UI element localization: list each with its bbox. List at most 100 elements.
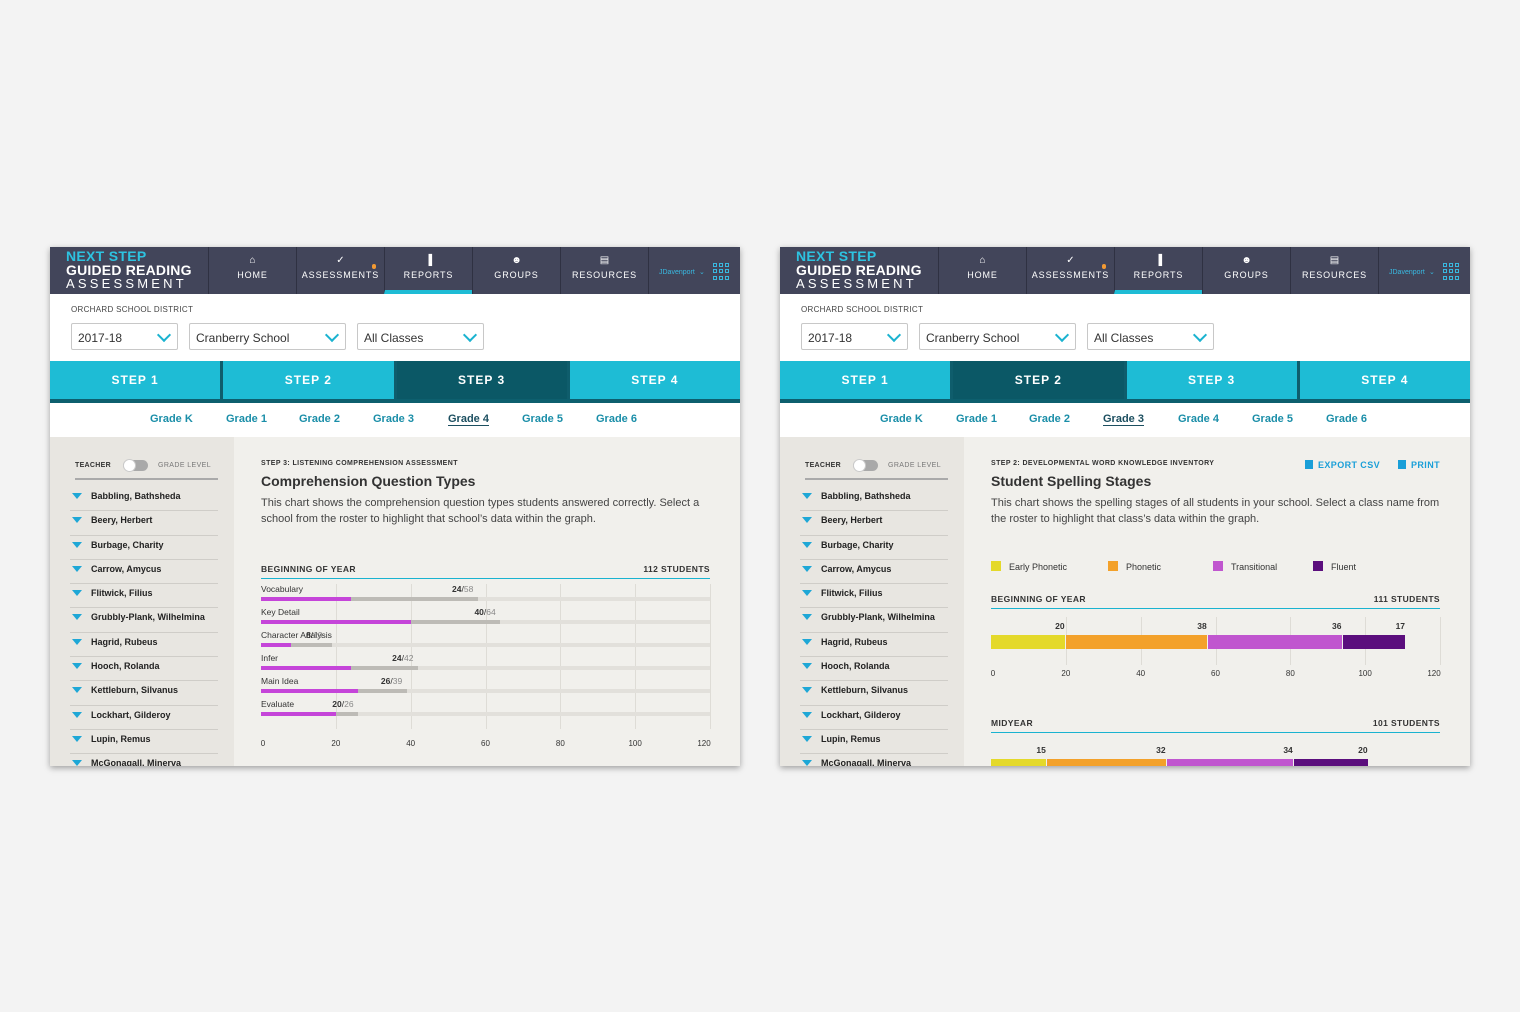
roster-item[interactable]: McGonagall, Minerva bbox=[70, 754, 218, 766]
caret-down-icon[interactable] bbox=[72, 638, 82, 645]
stacked-bar[interactable] bbox=[991, 759, 1440, 766]
caret-down-icon[interactable] bbox=[72, 735, 82, 742]
tab-step-1[interactable]: STEP 1 bbox=[50, 361, 221, 399]
nav-item-assessments[interactable]: ✓ ASSESSMENTS bbox=[1026, 247, 1114, 294]
caret-down-icon[interactable] bbox=[802, 735, 812, 742]
roster-item[interactable]: Hagrid, Rubeus bbox=[70, 633, 218, 658]
caret-down-icon[interactable] bbox=[72, 614, 82, 621]
class-select[interactable]: All Classes bbox=[1087, 323, 1214, 350]
tab-grade-6[interactable]: Grade 6 bbox=[1326, 413, 1367, 425]
tab-grade-3[interactable]: Grade 3 bbox=[373, 413, 414, 425]
class-select[interactable]: All Classes bbox=[357, 323, 484, 350]
roster-item[interactable]: Kettleburn, Silvanus bbox=[70, 681, 218, 706]
question-type-row[interactable]: Key Detail 40/64 bbox=[261, 607, 710, 630]
app-grid-icon[interactable] bbox=[1443, 263, 1459, 280]
nav-item-home[interactable]: ⌂ HOME bbox=[938, 247, 1026, 294]
nav-item-reports[interactable]: ▐ REPORTS bbox=[384, 247, 472, 294]
nav-item-home[interactable]: ⌂ HOME bbox=[208, 247, 296, 294]
caret-down-icon[interactable] bbox=[802, 760, 812, 766]
caret-down-icon[interactable] bbox=[72, 517, 82, 524]
tab-grade-2[interactable]: Grade 2 bbox=[299, 413, 340, 425]
user-menu[interactable]: JDavenport ⌄ bbox=[648, 247, 740, 294]
roster-item[interactable]: Burbage, Charity bbox=[70, 536, 218, 560]
caret-down-icon[interactable] bbox=[72, 493, 82, 499]
roster-item[interactable]: Beery, Herbert bbox=[800, 511, 948, 536]
view-toggle-switch[interactable] bbox=[853, 459, 878, 472]
stage-segment-transitional[interactable] bbox=[1166, 759, 1294, 766]
tab-grade-3[interactable]: Grade 3 bbox=[1103, 413, 1144, 426]
tab-grade-5[interactable]: Grade 5 bbox=[1252, 413, 1293, 425]
question-type-row[interactable]: Evaluate 20/26 bbox=[261, 699, 710, 722]
nav-item-groups[interactable]: ☻ GROUPS bbox=[472, 247, 560, 294]
caret-down-icon[interactable] bbox=[802, 493, 812, 499]
roster-item[interactable]: Babbling, Bathsheda bbox=[800, 487, 948, 512]
caret-down-icon[interactable] bbox=[72, 565, 82, 572]
stage-segment-fluent[interactable] bbox=[1294, 759, 1368, 766]
roster-item[interactable]: Babbling, Bathsheda bbox=[70, 487, 218, 512]
roster-item[interactable]: Flitwick, Filius bbox=[70, 584, 218, 609]
year-select[interactable]: 2017-18 bbox=[801, 323, 908, 350]
roster-item[interactable]: McGonagall, Minerva bbox=[800, 754, 948, 766]
roster-item[interactable]: Lockhart, Gilderoy bbox=[800, 706, 948, 730]
caret-down-icon[interactable] bbox=[802, 687, 812, 694]
nav-item-resources[interactable]: ▤ RESOURCES bbox=[1290, 247, 1378, 294]
roster-item[interactable]: Lockhart, Gilderoy bbox=[70, 706, 218, 730]
tab-step-2[interactable]: STEP 2 bbox=[223, 361, 394, 399]
tab-grade-1[interactable]: Grade 1 bbox=[226, 413, 267, 425]
nav-item-resources[interactable]: ▤ RESOURCES bbox=[560, 247, 648, 294]
roster-item[interactable]: Kettleburn, Silvanus bbox=[800, 681, 948, 706]
caret-down-icon[interactable] bbox=[72, 541, 82, 548]
tab-step-4[interactable]: STEP 4 bbox=[1299, 361, 1470, 399]
tab-grade-4[interactable]: Grade 4 bbox=[1178, 413, 1219, 425]
roster-item[interactable]: Hagrid, Rubeus bbox=[800, 633, 948, 658]
stage-segment-early-phonetic[interactable] bbox=[991, 759, 1047, 766]
caret-down-icon[interactable] bbox=[802, 614, 812, 621]
user-menu[interactable]: JDavenport ⌄ bbox=[1378, 247, 1470, 294]
view-toggle-switch[interactable] bbox=[123, 459, 148, 472]
nav-item-reports[interactable]: ▐ REPORTS bbox=[1114, 247, 1202, 294]
print-button[interactable]: PRINT bbox=[1398, 460, 1440, 470]
school-select[interactable]: Cranberry School bbox=[189, 323, 346, 350]
tab-step-1[interactable]: STEP 1 bbox=[780, 361, 951, 399]
school-select[interactable]: Cranberry School bbox=[919, 323, 1076, 350]
year-select[interactable]: 2017-18 bbox=[71, 323, 178, 350]
question-type-row[interactable]: Character Analysis 8/19 bbox=[261, 630, 710, 653]
tab-step-3[interactable]: STEP 3 bbox=[396, 361, 567, 399]
roster-item[interactable]: Lupin, Remus bbox=[800, 730, 948, 755]
tab-step-4[interactable]: STEP 4 bbox=[569, 361, 740, 399]
logo[interactable]: NEXT STEP GUIDED READING ASSESSMENT bbox=[66, 249, 206, 290]
chevron-down-icon[interactable]: ⌄ bbox=[1429, 269, 1435, 276]
roster-item[interactable]: Hooch, Rolanda bbox=[800, 657, 948, 682]
stage-segment-phonetic[interactable] bbox=[1047, 759, 1166, 766]
tab-grade-k[interactable]: Grade K bbox=[880, 413, 923, 425]
caret-down-icon[interactable] bbox=[802, 517, 812, 524]
tab-grade-5[interactable]: Grade 5 bbox=[522, 413, 563, 425]
question-type-row[interactable]: Infer 24/42 bbox=[261, 653, 710, 676]
caret-down-icon[interactable] bbox=[72, 590, 82, 597]
roster-item[interactable]: Grubbly-Plank, Wilhelmina bbox=[800, 608, 948, 633]
tab-grade-4[interactable]: Grade 4 bbox=[448, 413, 489, 426]
user-name[interactable]: JDavenport bbox=[659, 269, 695, 276]
caret-down-icon[interactable] bbox=[802, 663, 812, 670]
user-name[interactable]: JDavenport bbox=[1389, 269, 1425, 276]
question-type-row[interactable]: Vocabulary 24/58 bbox=[261, 584, 710, 607]
roster-item[interactable]: Hooch, Rolanda bbox=[70, 657, 218, 682]
tab-grade-2[interactable]: Grade 2 bbox=[1029, 413, 1070, 425]
roster-item[interactable]: Carrow, Amycus bbox=[800, 560, 948, 585]
caret-down-icon[interactable] bbox=[72, 760, 82, 766]
caret-down-icon[interactable] bbox=[802, 565, 812, 572]
roster-item[interactable]: Lupin, Remus bbox=[70, 730, 218, 755]
roster-item[interactable]: Carrow, Amycus bbox=[70, 560, 218, 585]
stage-segment-phonetic[interactable] bbox=[1065, 635, 1207, 649]
question-type-row[interactable]: Main Idea 26/39 bbox=[261, 676, 710, 699]
stacked-bar[interactable] bbox=[991, 635, 1440, 649]
roster-item[interactable]: Burbage, Charity bbox=[800, 536, 948, 560]
caret-down-icon[interactable] bbox=[802, 638, 812, 645]
app-grid-icon[interactable] bbox=[713, 263, 729, 280]
tab-step-3[interactable]: STEP 3 bbox=[1126, 361, 1297, 399]
tab-grade-6[interactable]: Grade 6 bbox=[596, 413, 637, 425]
roster-item[interactable]: Flitwick, Filius bbox=[800, 584, 948, 609]
tab-step-2[interactable]: STEP 2 bbox=[953, 361, 1124, 399]
caret-down-icon[interactable] bbox=[72, 687, 82, 694]
caret-down-icon[interactable] bbox=[802, 590, 812, 597]
